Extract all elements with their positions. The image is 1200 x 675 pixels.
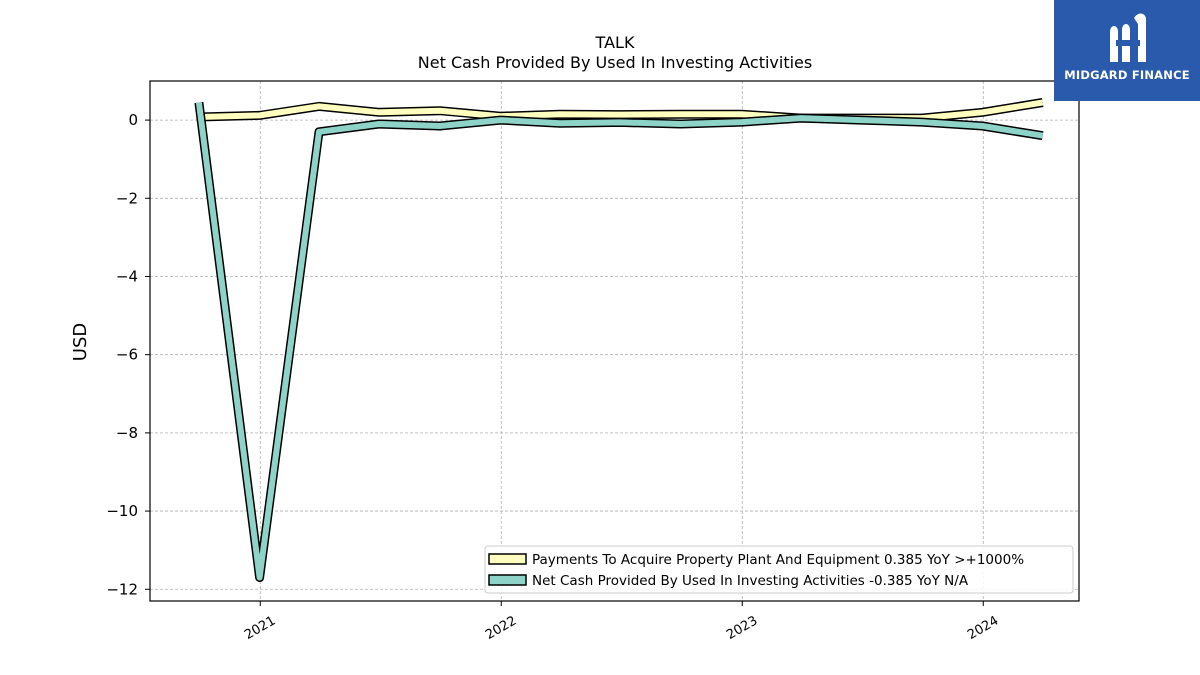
legend-box xyxy=(484,545,1074,594)
series-outline-1 xyxy=(194,101,1044,582)
y-tick-label: −12 xyxy=(106,580,138,598)
plot-frame xyxy=(149,80,1080,602)
logo-text: MIDGARD FINANCE xyxy=(1064,68,1190,82)
grid xyxy=(150,81,1079,601)
y-tick-label: −6 xyxy=(116,346,138,364)
logo-mark-icon xyxy=(1110,13,1146,62)
y-tick-label: −4 xyxy=(116,267,138,285)
y-axis-label: USD xyxy=(70,323,91,361)
midgard-finance-logo: MIDGARD FINANCE xyxy=(1054,0,1200,101)
series-layer xyxy=(194,98,1044,582)
legend-swatch-1 xyxy=(488,574,527,586)
y-tick-label: −8 xyxy=(116,424,138,442)
x-tick-label: 2023 xyxy=(724,613,760,643)
y-tick-label: −2 xyxy=(116,189,138,207)
legend-label-1: Net Cash Provided By Used In Investing A… xyxy=(532,573,969,589)
legend: Payments To Acquire Property Plant And E… xyxy=(484,545,1074,594)
x-tick-label: 2021 xyxy=(242,613,278,643)
chart-title: TALK xyxy=(595,33,635,52)
series-line-1 xyxy=(195,102,1044,581)
y-tick-label: 0 xyxy=(128,111,138,129)
y-tick-label: −10 xyxy=(106,502,138,520)
legend-label-0: Payments To Acquire Property Plant And E… xyxy=(532,552,1024,568)
legend-swatch-0 xyxy=(488,553,527,565)
x-tick-label: 2024 xyxy=(965,613,1001,643)
x-tick-label: 2022 xyxy=(483,613,519,643)
chart-subtitle: Net Cash Provided By Used In Investing A… xyxy=(418,53,812,72)
